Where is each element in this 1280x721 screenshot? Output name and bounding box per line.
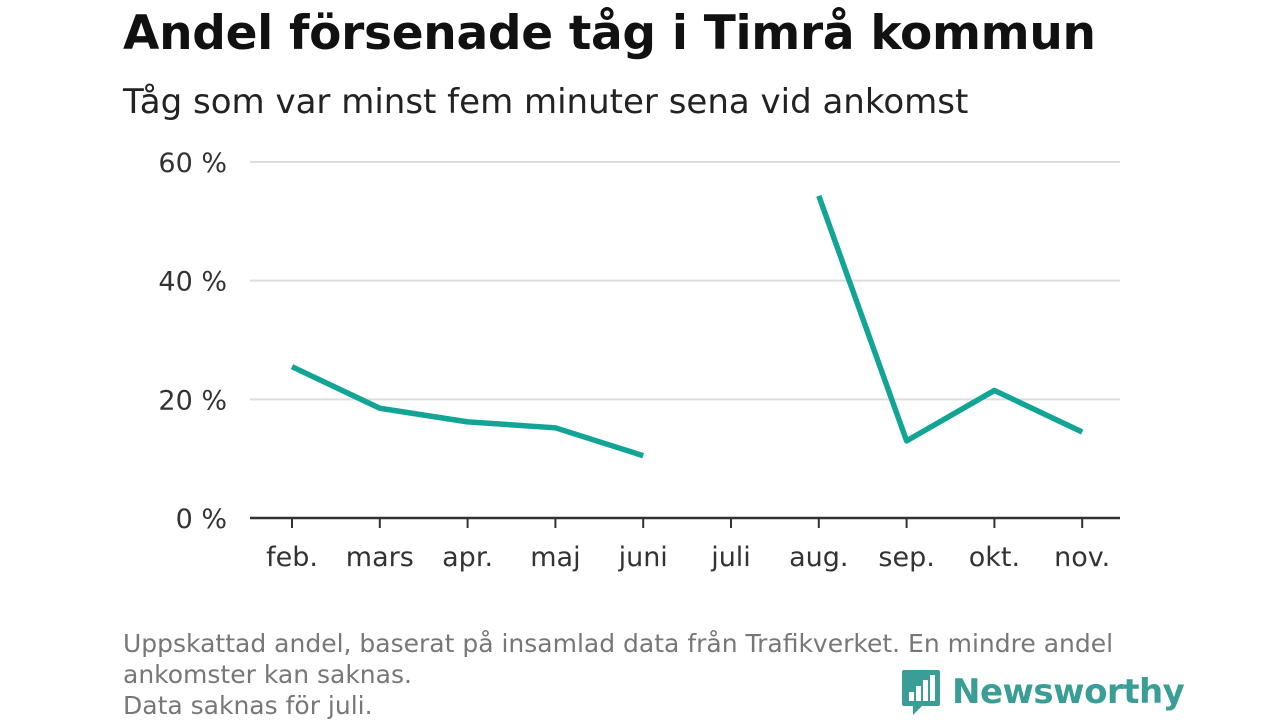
x-tick-label: sep. — [878, 542, 934, 573]
x-tick-label: feb. — [266, 542, 318, 573]
y-tick-label: 0 % — [176, 504, 227, 535]
brand-name: Newsworthy — [952, 672, 1184, 712]
x-tick-label: nov. — [1054, 542, 1110, 573]
y-tick-label: 60 % — [158, 148, 227, 179]
x-tick-label: aug. — [789, 542, 848, 573]
brand-logo: Newsworthy — [900, 668, 1184, 716]
x-tick-label: apr. — [442, 542, 493, 573]
newsworthy-logo-icon — [900, 668, 942, 716]
line-chart: 0 % 20 % 40 % 60 % feb. mars apr. maj juni juli au… — [0, 0, 1280, 610]
x-tick-label: juni — [618, 542, 668, 573]
x-tick-label: okt. — [969, 542, 1020, 573]
x-tick-label: juli — [710, 542, 751, 573]
y-tick-label: 40 % — [158, 267, 227, 298]
series-line — [292, 367, 643, 456]
x-tick-label: maj — [530, 542, 580, 573]
y-tick-label: 20 % — [158, 385, 227, 416]
series-line — [819, 196, 1082, 441]
x-tick-label: mars — [346, 542, 414, 573]
